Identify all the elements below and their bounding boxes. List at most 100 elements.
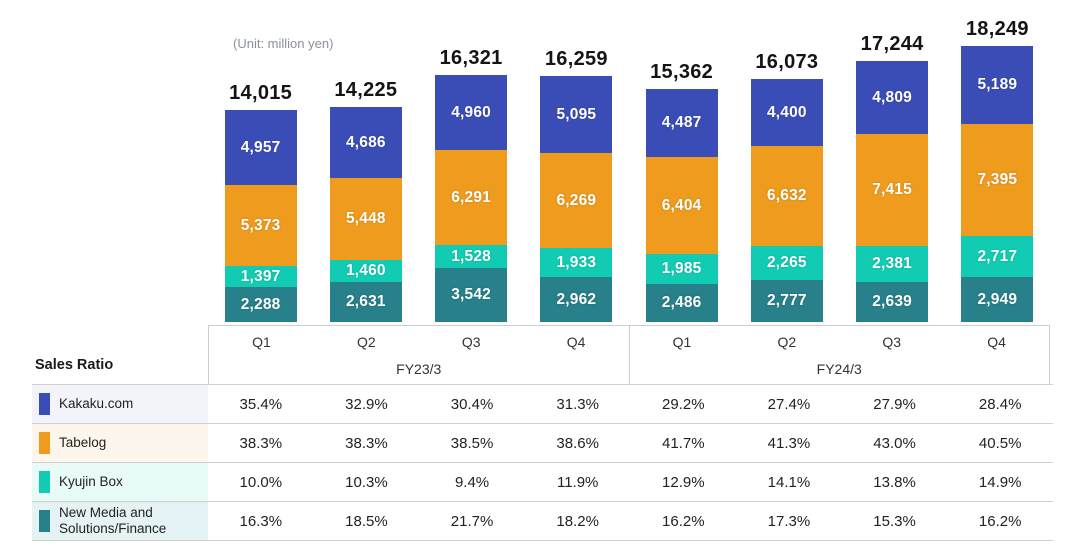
bar-total-label: 17,244 [860, 33, 924, 55]
table-row: Kakaku.com 35.4% 32.9% 30.4% 31.3% 29.2% 27.4%… [32, 384, 1053, 423]
bar-column: 16,259 5,095 6,269 1,933 2,962 [524, 0, 629, 322]
bar-total-label: 16,321 [439, 47, 503, 69]
bar-segment: 6,632 [750, 146, 823, 246]
percent-cell: 13.8% [873, 473, 916, 491]
bar-segment: 5,373 [224, 185, 297, 266]
percent-cell: 35.4% [239, 395, 283, 413]
quarter-label: Q2 [356, 333, 376, 350]
percent-cell: 18.5% [345, 512, 388, 530]
bar-column: 17,244 4,809 7,415 2,381 2,639 [840, 0, 945, 322]
stacked-bar-chart: 14,015 4,957 5,373 1,397 2,288 14,225 4,686 5,4… [208, 0, 1050, 322]
percent-cell: 43.0% [873, 434, 916, 452]
sales-ratio-label: Sales Ratio [35, 357, 114, 373]
percent-cell: 41.3% [767, 434, 811, 452]
bar-stack: 4,400 6,632 2,265 2,777 [750, 79, 823, 322]
legend-cell: New Media and Solutions/Finance [32, 502, 208, 540]
percent-cell: 38.5% [450, 434, 494, 452]
percent-cell: 30.4% [450, 395, 494, 413]
bar-segment: 2,639 [856, 282, 929, 322]
legend-name: Kakaku.com [59, 396, 134, 412]
bar-column: 15,362 4,487 6,404 1,985 2,486 [629, 0, 734, 322]
bar-stack: 5,095 6,269 1,933 2,962 [540, 76, 613, 322]
fy-group-fy24: Q1 Q2 Q3 Q4 FY24/3 [628, 326, 1050, 384]
bar-total-label: 16,073 [755, 51, 819, 73]
bar-segment: 2,717 [961, 236, 1034, 277]
quarter-label: Q4 [987, 333, 1006, 350]
legend-swatch-icon [39, 471, 50, 493]
bar-segment: 2,288 [224, 287, 297, 322]
legend-cell: Kakaku.com [32, 385, 208, 423]
legend-name: New Media and Solutions/Finance [59, 505, 167, 536]
percent-cell: 10.3% [345, 473, 388, 491]
bar-stack: 4,809 7,415 2,381 2,639 [856, 61, 929, 322]
bar-column: 16,073 4,400 6,632 2,265 2,777 [734, 0, 839, 322]
bar-segment: 3,542 [435, 268, 508, 322]
table-row: New Media and Solutions/Finance 16.3% 18.5… [32, 501, 1053, 541]
quarter-label: Q1 [672, 333, 692, 350]
quarter-label: Q3 [461, 333, 481, 350]
percent-cell: 10.0% [239, 473, 283, 491]
table-row: Kyujin Box 10.0% 10.3% 9.4% 11.9% 12.9% 14.1% 1… [32, 462, 1053, 501]
quarter-label: Q4 [566, 333, 586, 350]
bar-segment: 1,460 [329, 260, 402, 282]
bar-segment: 2,962 [540, 277, 613, 322]
bar-column: 14,015 4,957 5,373 1,397 2,288 [208, 0, 313, 322]
bar-segment: 1,528 [435, 245, 508, 268]
bar-stack: 4,960 6,291 1,528 3,542 [435, 75, 508, 322]
bar-column: 18,249 5,189 7,395 2,717 2,949 [945, 0, 1050, 322]
fiscal-year-label: FY24/3 [816, 360, 862, 377]
bar-segment: 7,395 [961, 124, 1034, 236]
bar-segment: 2,631 [329, 282, 402, 322]
bar-stack: 5,189 7,395 2,717 2,949 [961, 46, 1034, 322]
percent-cell: 14.1% [767, 473, 811, 491]
bar-segment: 7,415 [856, 134, 929, 246]
bar-total-label: 14,225 [334, 79, 398, 101]
bar-segment: 2,265 [750, 246, 823, 280]
percent-cell: 32.9% [345, 395, 388, 413]
percent-cell: 16.2% [978, 512, 1022, 530]
quarter-label: Q2 [777, 333, 797, 350]
bar-segment: 4,957 [224, 110, 297, 185]
legend-swatch-icon [39, 432, 50, 454]
bar-segment: 2,777 [750, 280, 823, 322]
bar-segment: 4,487 [645, 89, 718, 157]
bar-segment: 5,095 [540, 76, 613, 153]
quarter-label: Q3 [882, 333, 902, 350]
percent-cell: 12.9% [662, 473, 705, 491]
bar-segment: 1,933 [540, 248, 613, 277]
bar-segment: 2,486 [645, 284, 718, 322]
table-row: Tabelog 38.3% 38.3% 38.5% 38.6% 41.7% 41.3% 43.… [32, 423, 1053, 462]
bar-total-label: 18,249 [965, 18, 1029, 40]
quarter-label: Q1 [252, 333, 271, 350]
bar-segment: 2,381 [856, 246, 929, 282]
bar-stack: 4,957 5,373 1,397 2,288 [224, 110, 297, 322]
quarter-row: Q1 Q2 Q3 Q4 [630, 326, 1050, 357]
percent-cell: 21.7% [450, 512, 494, 530]
percent-cell: 16.3% [239, 512, 283, 530]
percent-cell: 27.9% [873, 395, 916, 413]
bar-stack: 4,686 5,448 1,460 2,631 [329, 107, 402, 322]
percent-cell: 38.3% [239, 434, 283, 452]
percent-cell: 27.4% [767, 395, 811, 413]
bar-segment: 6,269 [540, 153, 613, 248]
bar-segment: 6,291 [435, 150, 508, 245]
percent-cell: 31.3% [556, 395, 599, 413]
quarter-row: Q1 Q2 Q3 Q4 [209, 326, 629, 357]
axis-header: Q1 Q2 Q3 Q4 FY23/3 Q1 Q2 Q3 Q4 FY24/3 [208, 325, 1050, 384]
bar-segment: 4,809 [856, 61, 929, 134]
percent-cell: 9.4% [454, 473, 490, 491]
bar-segment: 4,400 [750, 79, 823, 146]
percent-cell: 28.4% [978, 395, 1022, 413]
percent-cell: 38.6% [556, 434, 599, 452]
bar-segment: 4,960 [435, 75, 508, 150]
percent-cell: 40.5% [978, 434, 1022, 452]
bar-total-label: 15,362 [650, 61, 714, 83]
percent-cell: 17.3% [767, 512, 811, 530]
percent-cell: 41.7% [662, 434, 705, 452]
bar-column: 14,225 4,686 5,448 1,460 2,631 [313, 0, 418, 322]
bar-segment: 4,686 [329, 107, 402, 178]
bar-total-label: 14,015 [229, 82, 293, 104]
bar-segment: 1,985 [645, 254, 718, 284]
percent-cell: 29.2% [662, 395, 705, 413]
